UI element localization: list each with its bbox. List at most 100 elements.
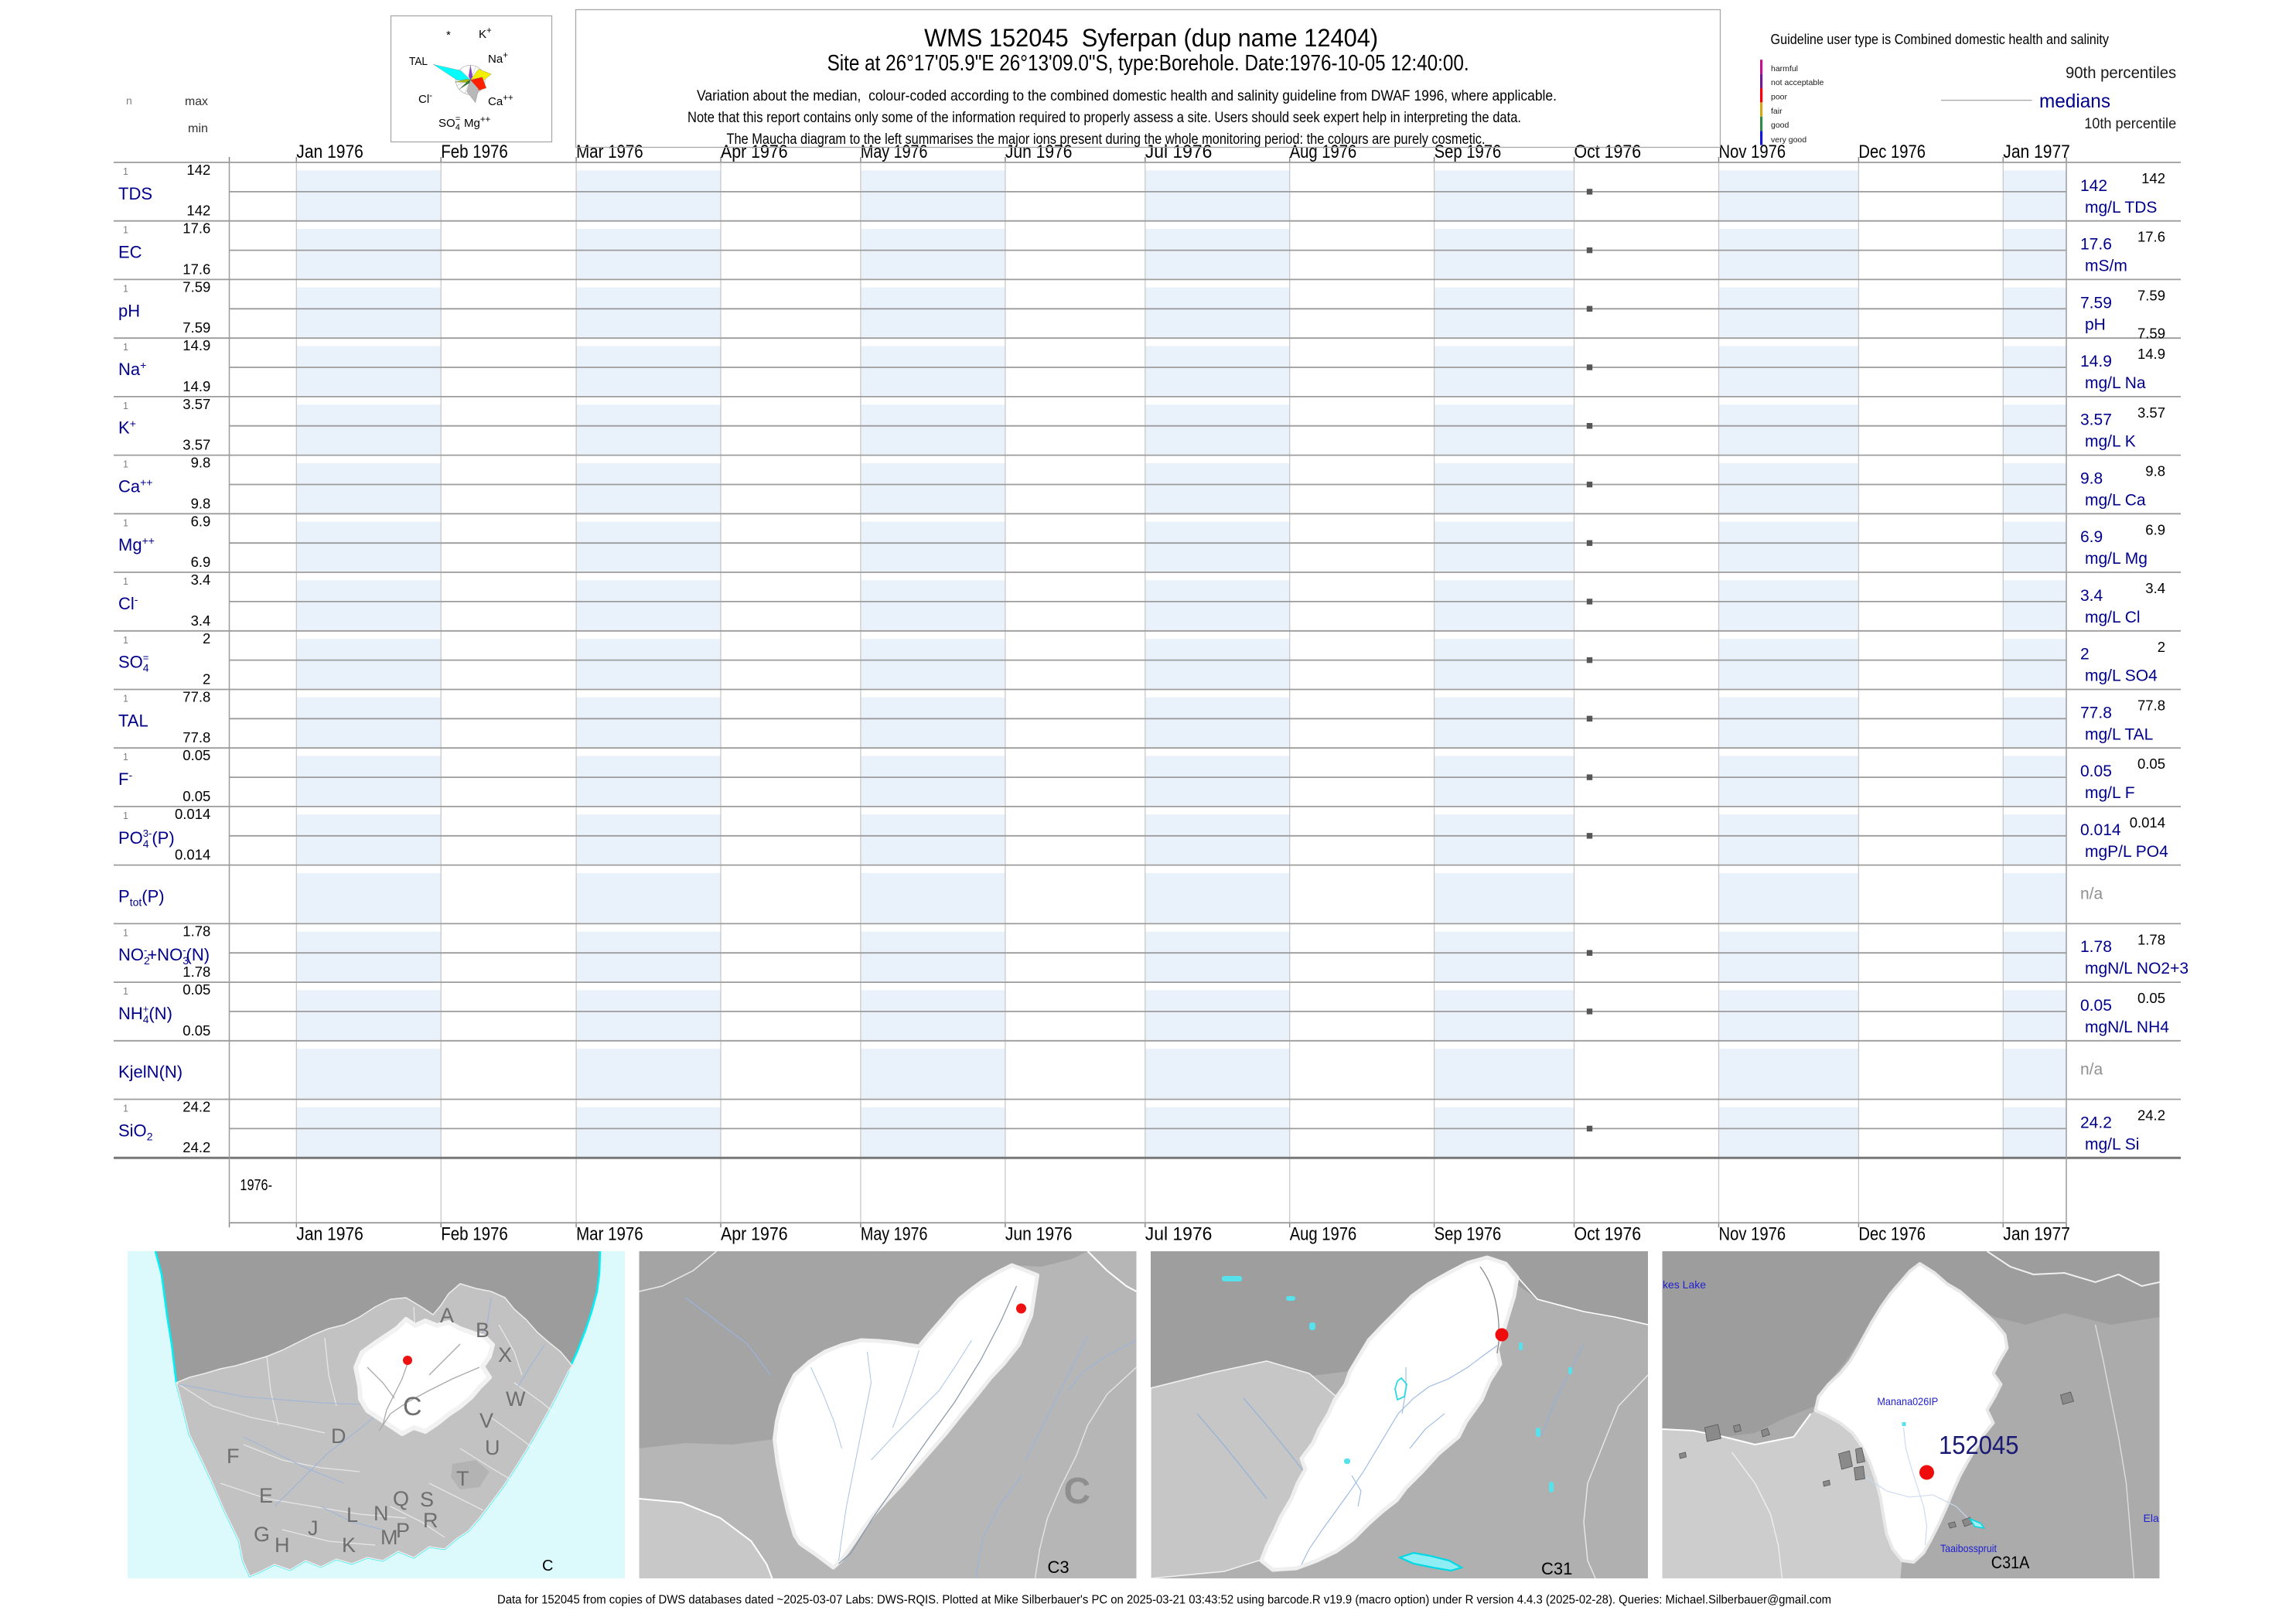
- svg-text:Elan: Elan: [2144, 1512, 2165, 1524]
- svg-text:Oct 1976: Oct 1976: [1574, 1224, 1642, 1245]
- svg-text:Mar 1976: Mar 1976: [576, 1224, 643, 1245]
- svg-text:Cl-: Cl-: [418, 91, 432, 106]
- svg-text:2: 2: [2080, 646, 2090, 664]
- svg-text:90th percentiles: 90th percentiles: [2066, 64, 2176, 82]
- svg-text:77.8: 77.8: [183, 689, 210, 705]
- svg-text:0.014: 0.014: [175, 806, 210, 822]
- svg-text:*: *: [446, 29, 451, 42]
- svg-text:142: 142: [2141, 170, 2165, 186]
- svg-text:6.9: 6.9: [191, 554, 211, 570]
- svg-text:77.8: 77.8: [2080, 704, 2112, 722]
- svg-text:14.9: 14.9: [183, 337, 210, 353]
- svg-text:3.57: 3.57: [2137, 404, 2165, 421]
- svg-text:L: L: [346, 1503, 358, 1527]
- svg-text:KjelN(N): KjelN(N): [118, 1063, 183, 1082]
- svg-text:24.2: 24.2: [183, 1099, 210, 1115]
- svg-text:2: 2: [2158, 639, 2165, 655]
- svg-text:1: 1: [123, 517, 128, 528]
- svg-text:Nov 1976: Nov 1976: [1719, 142, 1786, 162]
- svg-text:24.2: 24.2: [2137, 1107, 2165, 1124]
- svg-text:7.59: 7.59: [183, 319, 210, 336]
- svg-text:mS/m: mS/m: [2085, 258, 2127, 275]
- svg-text:F: F: [227, 1445, 240, 1468]
- svg-text:17.6: 17.6: [2137, 229, 2165, 245]
- svg-text:1.78: 1.78: [183, 923, 210, 939]
- svg-text:1: 1: [123, 342, 128, 353]
- svg-text:0.05: 0.05: [183, 788, 210, 804]
- svg-text:C: C: [1064, 1471, 1091, 1512]
- svg-text:P: P: [396, 1519, 410, 1542]
- svg-text:1: 1: [123, 576, 128, 587]
- svg-text:C: C: [403, 1392, 422, 1421]
- svg-text:1976-: 1976-: [240, 1177, 272, 1194]
- svg-text:1: 1: [123, 166, 128, 177]
- svg-text:mg/L SO4: mg/L SO4: [2085, 667, 2158, 685]
- svg-text:good: good: [1771, 121, 1789, 130]
- svg-text:SO4=: SO4=: [118, 652, 149, 674]
- svg-text:J: J: [308, 1517, 319, 1540]
- svg-text:TDS: TDS: [118, 184, 152, 203]
- svg-text:R: R: [423, 1509, 438, 1532]
- svg-text:mg/L Cl: mg/L Cl: [2085, 609, 2141, 626]
- svg-text:NO2-+NO3-(N): NO2-+NO3-(N): [118, 944, 210, 967]
- svg-text:mg/L Ca: mg/L Ca: [2085, 492, 2146, 510]
- svg-text:mg/L F: mg/L F: [2085, 784, 2135, 802]
- svg-text:1: 1: [123, 927, 128, 938]
- svg-text:Aug 1976: Aug 1976: [1290, 1224, 1357, 1245]
- svg-text:7.59: 7.59: [2137, 287, 2165, 303]
- svg-text:9.8: 9.8: [191, 455, 211, 471]
- svg-text:Ptot(P): Ptot(P): [118, 887, 165, 909]
- svg-text:1: 1: [123, 459, 128, 470]
- svg-text:77.8: 77.8: [2137, 698, 2165, 714]
- svg-text:17.6: 17.6: [2080, 236, 2112, 254]
- svg-text:S: S: [420, 1488, 434, 1511]
- svg-text:77.8: 77.8: [183, 729, 210, 745]
- svg-text:mg/L TAL: mg/L TAL: [2085, 725, 2153, 743]
- svg-text:mgP/L PO4: mgP/L PO4: [2085, 843, 2168, 861]
- svg-text:Jul 1976: Jul 1976: [1145, 142, 1213, 162]
- svg-text:Jul 1976: Jul 1976: [1145, 1224, 1213, 1245]
- svg-text:1: 1: [123, 283, 128, 294]
- svg-text:C: C: [542, 1557, 553, 1575]
- svg-text:10th percentile: 10th percentile: [2084, 116, 2176, 132]
- svg-text:Taaibosspruit: Taaibosspruit: [1940, 1542, 1997, 1554]
- svg-text:2: 2: [203, 671, 210, 687]
- svg-text:1: 1: [123, 401, 128, 411]
- svg-text:1: 1: [123, 1104, 128, 1114]
- svg-text:May 1976: May 1976: [861, 1224, 928, 1245]
- svg-text:3.57: 3.57: [183, 396, 210, 412]
- svg-text:WMS 152045 Syferpan (dup name: WMS 152045 Syferpan (dup name 12404): [924, 24, 1378, 52]
- svg-text:24.2: 24.2: [183, 1139, 210, 1155]
- svg-text:mg/L Mg: mg/L Mg: [2085, 550, 2148, 568]
- svg-text:0.014: 0.014: [175, 847, 210, 863]
- svg-text:TAL: TAL: [118, 711, 148, 730]
- svg-text:1.78: 1.78: [183, 964, 210, 980]
- svg-text:Mar 1976: Mar 1976: [576, 142, 643, 162]
- svg-text:0.05: 0.05: [183, 981, 210, 998]
- svg-text:3.4: 3.4: [191, 571, 211, 588]
- svg-text:mgN/L NH4: mgN/L NH4: [2085, 1018, 2169, 1036]
- svg-text:NH4+(N): NH4+(N): [118, 1003, 172, 1025]
- svg-text:very good: very good: [1771, 135, 1806, 145]
- svg-text:3.4: 3.4: [2145, 580, 2165, 596]
- svg-text:1: 1: [123, 225, 128, 236]
- svg-text:TAL: TAL: [409, 55, 428, 68]
- svg-text:pH: pH: [118, 301, 140, 320]
- svg-text:PO43-(P): PO43-(P): [118, 827, 175, 850]
- svg-text:0.05: 0.05: [2137, 990, 2165, 1006]
- svg-text:152045: 152045: [1939, 1431, 2019, 1459]
- svg-text:E: E: [259, 1484, 273, 1507]
- svg-text:H: H: [275, 1534, 290, 1557]
- svg-text:Manana026IP: Manana026IP: [1877, 1395, 1938, 1407]
- svg-text:0.014: 0.014: [2130, 814, 2165, 831]
- svg-text:SO4=: SO4=: [438, 114, 460, 132]
- svg-text:mg/L Si: mg/L Si: [2085, 1135, 2139, 1153]
- svg-text:Nov 1976: Nov 1976: [1719, 1224, 1786, 1245]
- svg-text:17.6: 17.6: [183, 220, 210, 237]
- svg-text:1: 1: [123, 694, 128, 705]
- svg-text:not acceptable: not acceptable: [1771, 78, 1823, 87]
- svg-text:D: D: [331, 1424, 346, 1448]
- svg-text:harmful: harmful: [1771, 64, 1798, 73]
- svg-text:N: N: [374, 1502, 389, 1525]
- svg-text:6.9: 6.9: [2080, 528, 2103, 546]
